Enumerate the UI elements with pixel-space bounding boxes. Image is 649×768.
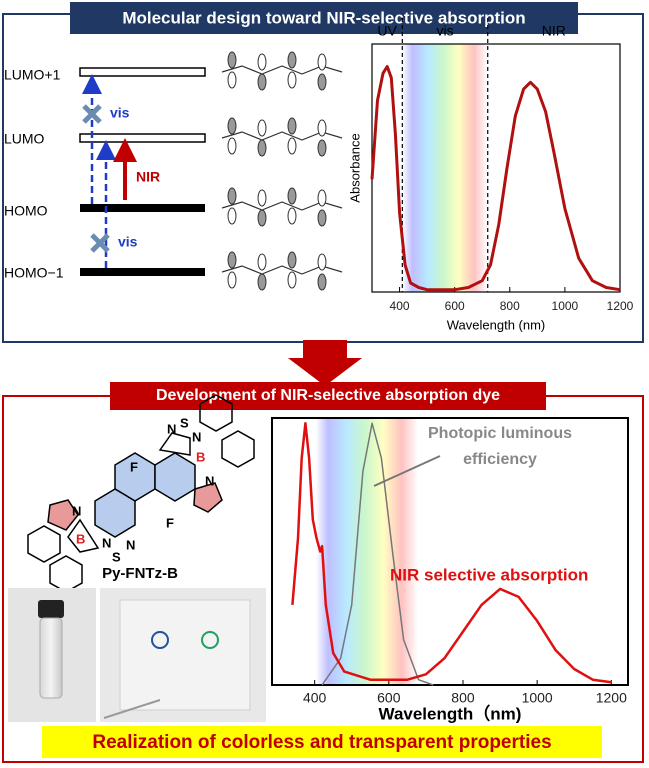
region-label: UV: [377, 23, 397, 39]
level-bar: [79, 67, 206, 77]
atom: B: [196, 449, 205, 464]
cross: [90, 233, 110, 253]
atom: S: [112, 549, 121, 564]
film: [119, 599, 251, 711]
atom: N: [102, 535, 111, 550]
atom: N: [205, 473, 214, 488]
level-label: LUMO+1: [4, 67, 61, 83]
x-tick-label: 400: [390, 299, 410, 313]
x-tick-label: 400: [303, 690, 327, 706]
footer: Realization of colorless and transparent…: [92, 732, 551, 753]
plot-frame: [271, 417, 629, 686]
pointer-line: [373, 455, 441, 487]
footer-bar: [42, 726, 602, 758]
region-label: vis: [436, 23, 453, 39]
x-tick-label: 800: [451, 690, 475, 706]
vial-glass: [39, 617, 63, 699]
level-bar: [79, 133, 206, 143]
x-tick-label: 1200: [596, 690, 627, 706]
curve: [370, 65, 621, 292]
x-tick-label: 1000: [522, 690, 553, 706]
visible-band: [402, 44, 488, 292]
x-axis-label: Wavelength (nm): [447, 317, 546, 332]
level-bar: [80, 268, 205, 276]
x-tick-label: 800: [500, 299, 520, 313]
series-label: NIR selective absorption: [390, 565, 588, 584]
series-label: Photopic luminous efficiency: [428, 425, 572, 468]
curve: [321, 422, 434, 686]
top-title: Molecular design toward NIR-selective ab…: [122, 8, 525, 27]
atom: N: [72, 503, 81, 518]
arrow-label: vis: [110, 105, 130, 121]
atom: N: [126, 537, 135, 552]
level-label: LUMO: [4, 131, 45, 147]
x-tick-label: 1000: [552, 299, 579, 313]
level-bar: [80, 204, 205, 212]
atom: F: [166, 515, 174, 530]
atom: N: [192, 429, 201, 444]
visible-band: [316, 419, 418, 684]
level-label: HOMO: [4, 203, 48, 219]
logo: [151, 631, 169, 649]
down-arrow: [288, 340, 362, 386]
atom: F: [130, 459, 138, 474]
bottom-title: Development of NIR-selective absorption …: [156, 387, 500, 404]
top-title-bar: [70, 2, 578, 34]
x-axis-label: Wavelength（nm): [379, 703, 522, 723]
logo: [201, 631, 219, 649]
tweezers: [103, 699, 161, 719]
level-label: HOMO−1: [4, 265, 64, 281]
arrow-label: NIR: [136, 169, 160, 185]
vial-cap: [38, 600, 64, 618]
atom: B: [76, 531, 85, 546]
x-tick-label: 600: [377, 690, 401, 706]
x-tick-label: 600: [445, 299, 465, 313]
cross: [82, 104, 102, 124]
x-tick-label: 1200: [607, 299, 634, 313]
region-label: NIR: [542, 23, 566, 39]
bottom-title-bar: [110, 382, 546, 410]
energy-diagram: LUMO+1 LUMO HOMO HOMO−1 vis NIR vis: [4, 51, 343, 291]
y-axis-label: Absorbance: [347, 133, 362, 202]
molecule: N S N B N F F N B N S N: [27, 394, 255, 593]
molecule-name: Py-FNTz-B: [102, 565, 178, 582]
atom: S: [180, 415, 189, 430]
atom: N: [167, 421, 176, 436]
arrow-label: vis: [118, 234, 138, 250]
curve: [291, 422, 612, 684]
